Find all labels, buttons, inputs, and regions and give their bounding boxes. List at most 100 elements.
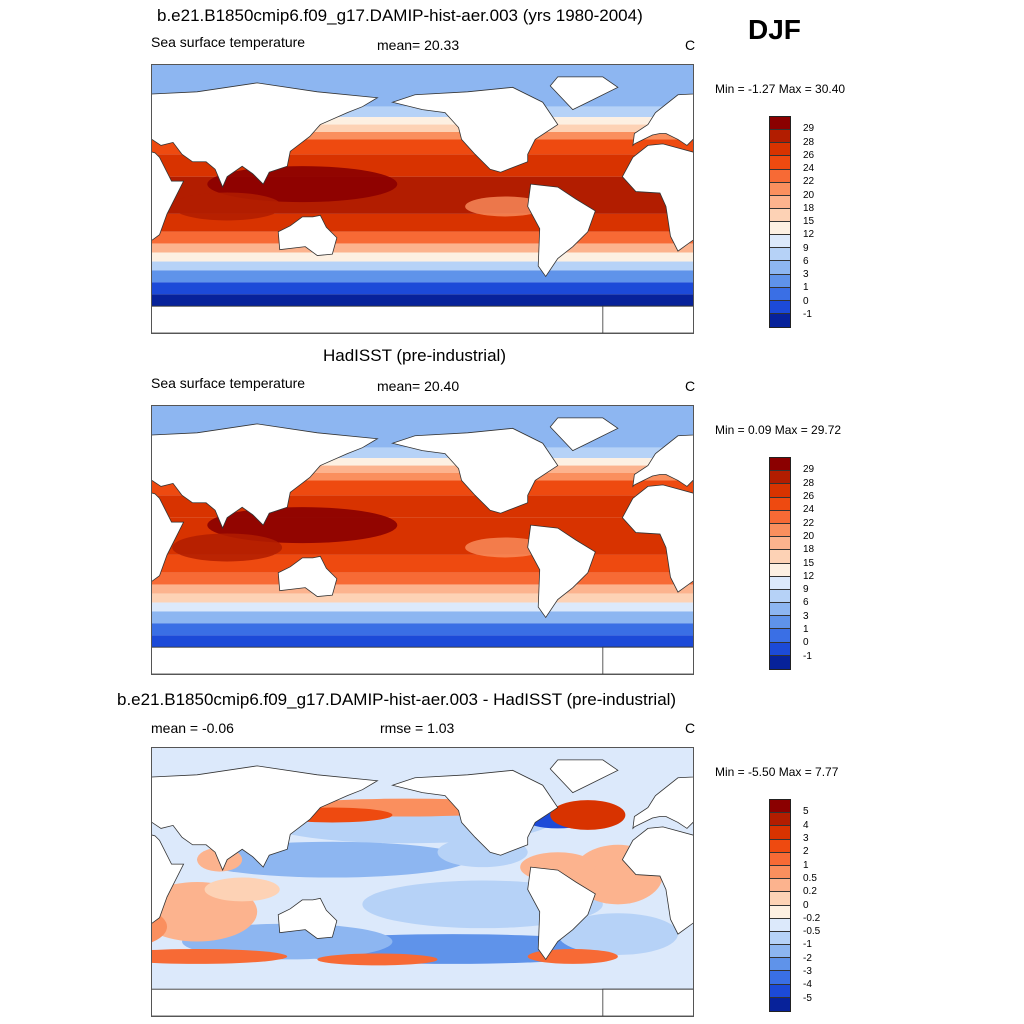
colorbar-swatch — [770, 642, 790, 656]
colorbar-tick-label: 9 — [803, 242, 809, 254]
colorbar-tick-label: 3 — [803, 610, 809, 622]
colorbar-swatch — [770, 274, 790, 288]
colorbar-swatch — [770, 248, 790, 262]
colorbar-swatch — [770, 800, 790, 814]
colorbar-swatch — [770, 458, 790, 472]
colorbar-tick-label: 18 — [803, 202, 815, 214]
colorbar-swatch — [770, 905, 790, 919]
minmax-label: Min = 0.09 Max = 29.72 — [715, 423, 842, 437]
colorbar-tick-label: -4 — [803, 979, 812, 991]
colorbar-swatch — [770, 984, 790, 998]
colorbar-swatch — [770, 235, 790, 249]
colorbar-swatch — [770, 576, 790, 590]
colorbar-tick-label: -1 — [803, 650, 812, 662]
colorbar-swatch — [770, 616, 790, 630]
colorbar-swatch — [770, 879, 790, 893]
colorbar-swatch — [770, 971, 790, 985]
colorbar-swatch — [770, 892, 790, 906]
colorbar-tick-label: 1 — [803, 859, 809, 871]
colorbar-swatch — [770, 117, 790, 131]
map-svg — [152, 65, 693, 333]
colorbar-tick-label: -5 — [803, 992, 812, 1004]
colorbar-swatch — [770, 222, 790, 236]
colorbar-tick-label: -2 — [803, 952, 812, 964]
minmax-label: Min = -5.50 Max = 7.77 — [715, 765, 839, 779]
colorbar-swatch — [770, 813, 790, 827]
colorbar-tick-label: 29 — [803, 123, 815, 135]
colorbar-swatch — [770, 523, 790, 538]
colorbar-tick-label: 28 — [803, 136, 815, 148]
colorbar — [769, 116, 791, 328]
panel-title: b.e21.B1850cmip6.f09_g17.DAMIP-hist-aer.… — [157, 6, 643, 25]
colorbar-swatch — [770, 865, 790, 880]
colorbar-swatch — [770, 130, 790, 144]
colorbar-swatch — [770, 655, 790, 669]
colorbar-tick-label: 3 — [803, 269, 809, 280]
colorbar-tick-label: 12 — [803, 570, 815, 582]
mean-label: mean = -0.06 — [151, 720, 234, 736]
colorbar-swatch — [770, 603, 790, 617]
panel-title: HadISST (pre-industrial) — [323, 346, 506, 365]
minmax-label: Min = -1.27 Max = 30.40 — [715, 82, 846, 96]
colorbar-tick-label: 29 — [803, 464, 815, 476]
colorbar-tick-label: 28 — [803, 477, 815, 489]
unit-label: C — [685, 378, 696, 394]
colorbar-swatch — [770, 563, 790, 577]
colorbar-swatch — [770, 510, 790, 524]
rmse-label: rmse = 1.03 — [380, 720, 455, 736]
colorbar-tick-label: 6 — [803, 597, 809, 609]
colorbar-tick-label: -1 — [803, 308, 812, 320]
colorbar-swatch — [770, 208, 790, 222]
colorbar-tick-label: 2 — [803, 846, 809, 858]
colorbar-swatch — [770, 997, 790, 1011]
map-svg — [152, 406, 693, 674]
colorbar-swatch — [770, 471, 790, 485]
mean-label: mean= 20.40 — [377, 378, 460, 394]
colorbar-swatch — [770, 300, 790, 314]
variable-label: Sea surface temperature — [151, 34, 306, 50]
sst-map — [151, 64, 694, 334]
colorbar — [769, 457, 791, 670]
colorbar-swatch — [770, 313, 790, 327]
colorbar-tick-label: 15 — [803, 557, 815, 569]
colorbar-tick-label: 26 — [803, 149, 815, 161]
colorbar-tick-label: 12 — [803, 229, 815, 241]
colorbar-swatch — [770, 945, 790, 959]
panel-title: b.e21.B1850cmip6.f09_g17.DAMIP-hist-aer.… — [117, 690, 677, 709]
colorbar-swatch — [770, 195, 790, 209]
unit-label: C — [685, 720, 696, 736]
mean-label: mean= 20.33 — [377, 37, 460, 53]
colorbar-swatch — [770, 537, 790, 551]
colorbar-tick-label: 22 — [803, 176, 815, 188]
colorbar-tick-label: 5 — [803, 806, 809, 818]
colorbar-tick-label: -3 — [803, 966, 812, 978]
colorbar-swatch — [770, 261, 790, 275]
colorbar-tick-label: 0 — [803, 295, 809, 307]
colorbar-swatch — [770, 852, 790, 866]
colorbar-swatch — [770, 826, 790, 840]
colorbar-tick-label: -0.5 — [803, 926, 821, 938]
season-label: DJF — [748, 14, 801, 45]
colorbar-tick-label: 0.2 — [803, 886, 817, 898]
colorbar-tick-label: 24 — [803, 163, 815, 174]
colorbar-tick-label: 15 — [803, 216, 815, 227]
colorbar-tick-label: 18 — [803, 544, 815, 556]
colorbar-tick-label: -0.2 — [803, 912, 821, 924]
colorbar-swatch — [770, 169, 790, 183]
sst-map — [151, 405, 694, 675]
colorbar-swatch — [770, 839, 790, 853]
colorbar-swatch — [770, 958, 790, 972]
sst-diff-map — [151, 747, 694, 1017]
colorbar-swatch — [770, 143, 790, 157]
colorbar-swatch — [770, 589, 790, 604]
colorbar-swatch — [770, 156, 790, 170]
colorbar-swatch — [770, 918, 790, 932]
variable-label: Sea surface temperature — [151, 375, 306, 391]
colorbar-tick-label: 0.5 — [803, 872, 817, 884]
colorbar-swatch — [770, 931, 790, 946]
colorbar-tick-label: 1 — [803, 624, 809, 636]
colorbar — [769, 799, 791, 1012]
colorbar-tick-label: 20 — [803, 189, 815, 201]
colorbar-swatch — [770, 182, 790, 196]
colorbar-tick-label: 6 — [803, 255, 809, 267]
